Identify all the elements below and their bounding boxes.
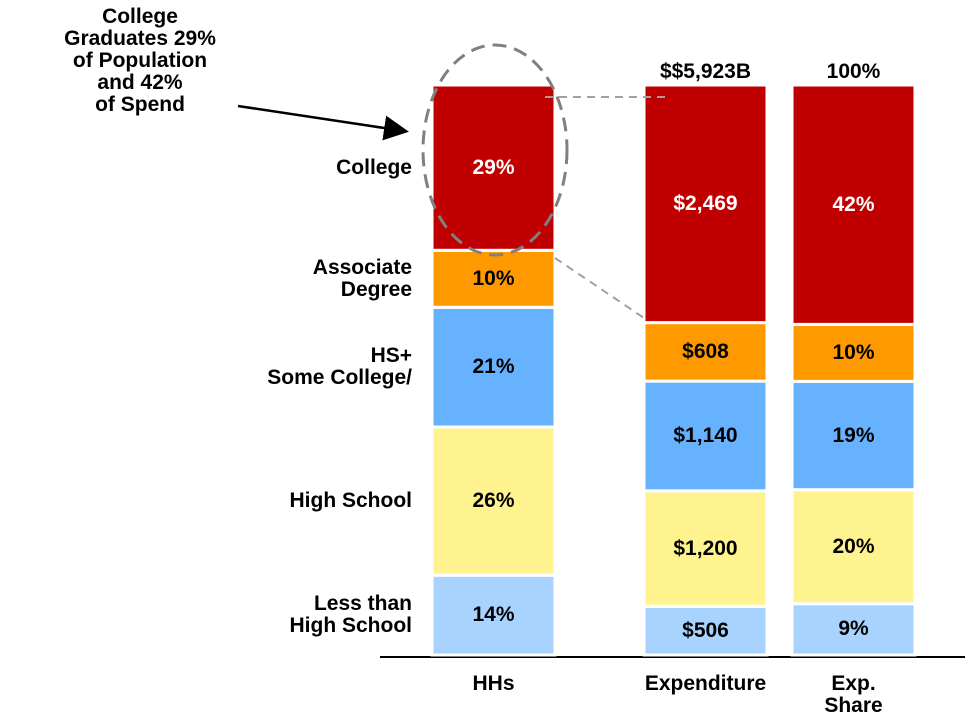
annotation: College Graduates 29% of Population and …: [64, 5, 216, 116]
value-label: $2,469: [673, 191, 738, 215]
value-label: $506: [682, 618, 729, 642]
legend-label: Associate Degree: [312, 255, 412, 301]
value-label: $608: [682, 339, 729, 363]
bar-segment: [430, 83, 557, 252]
value-label: 20%: [832, 534, 875, 558]
bar-segment: [642, 379, 769, 493]
total-label: $$5,923B: [659, 60, 752, 83]
bar-segment: [642, 489, 769, 608]
legend-label: College: [336, 155, 412, 179]
legend-label: HS+ Some College/: [267, 344, 412, 390]
x-tick-label: Exp. Share: [824, 672, 883, 717]
bar-segment: [430, 573, 557, 657]
bar-segment: [642, 604, 769, 657]
bar-segment: [790, 602, 917, 657]
x-tick-label: HHs: [472, 672, 515, 695]
value-label: 42%: [832, 192, 875, 216]
value-label: 26%: [472, 489, 515, 513]
bars: [430, 83, 917, 657]
bar-segment: [430, 425, 557, 577]
value-label: 10%: [472, 266, 515, 290]
value-label: 21%: [472, 355, 515, 379]
legend-label: Less than High School: [289, 592, 413, 638]
value-label: 19%: [832, 423, 875, 447]
bar-segment: [790, 83, 917, 326]
value-label: 9%: [838, 617, 869, 641]
arrow: [237, 104, 409, 141]
total-label: 100%: [826, 60, 881, 83]
legend-label: High School: [289, 489, 413, 513]
x-tick-label: Expenditure: [644, 672, 767, 695]
bar-segment: [430, 248, 557, 309]
value-label: 14%: [472, 603, 515, 627]
value-label: 29%: [472, 155, 515, 179]
bar-segment: [642, 321, 769, 383]
highlight-ellipse: [421, 43, 569, 257]
value-label: $1,200: [673, 536, 738, 560]
connector: [554, 257, 645, 319]
bar-segment: [642, 83, 769, 325]
bar-segment: [790, 488, 917, 606]
value-label: 10%: [832, 340, 875, 364]
bar-segment: [790, 379, 917, 492]
value-label: $1,140: [673, 423, 738, 447]
